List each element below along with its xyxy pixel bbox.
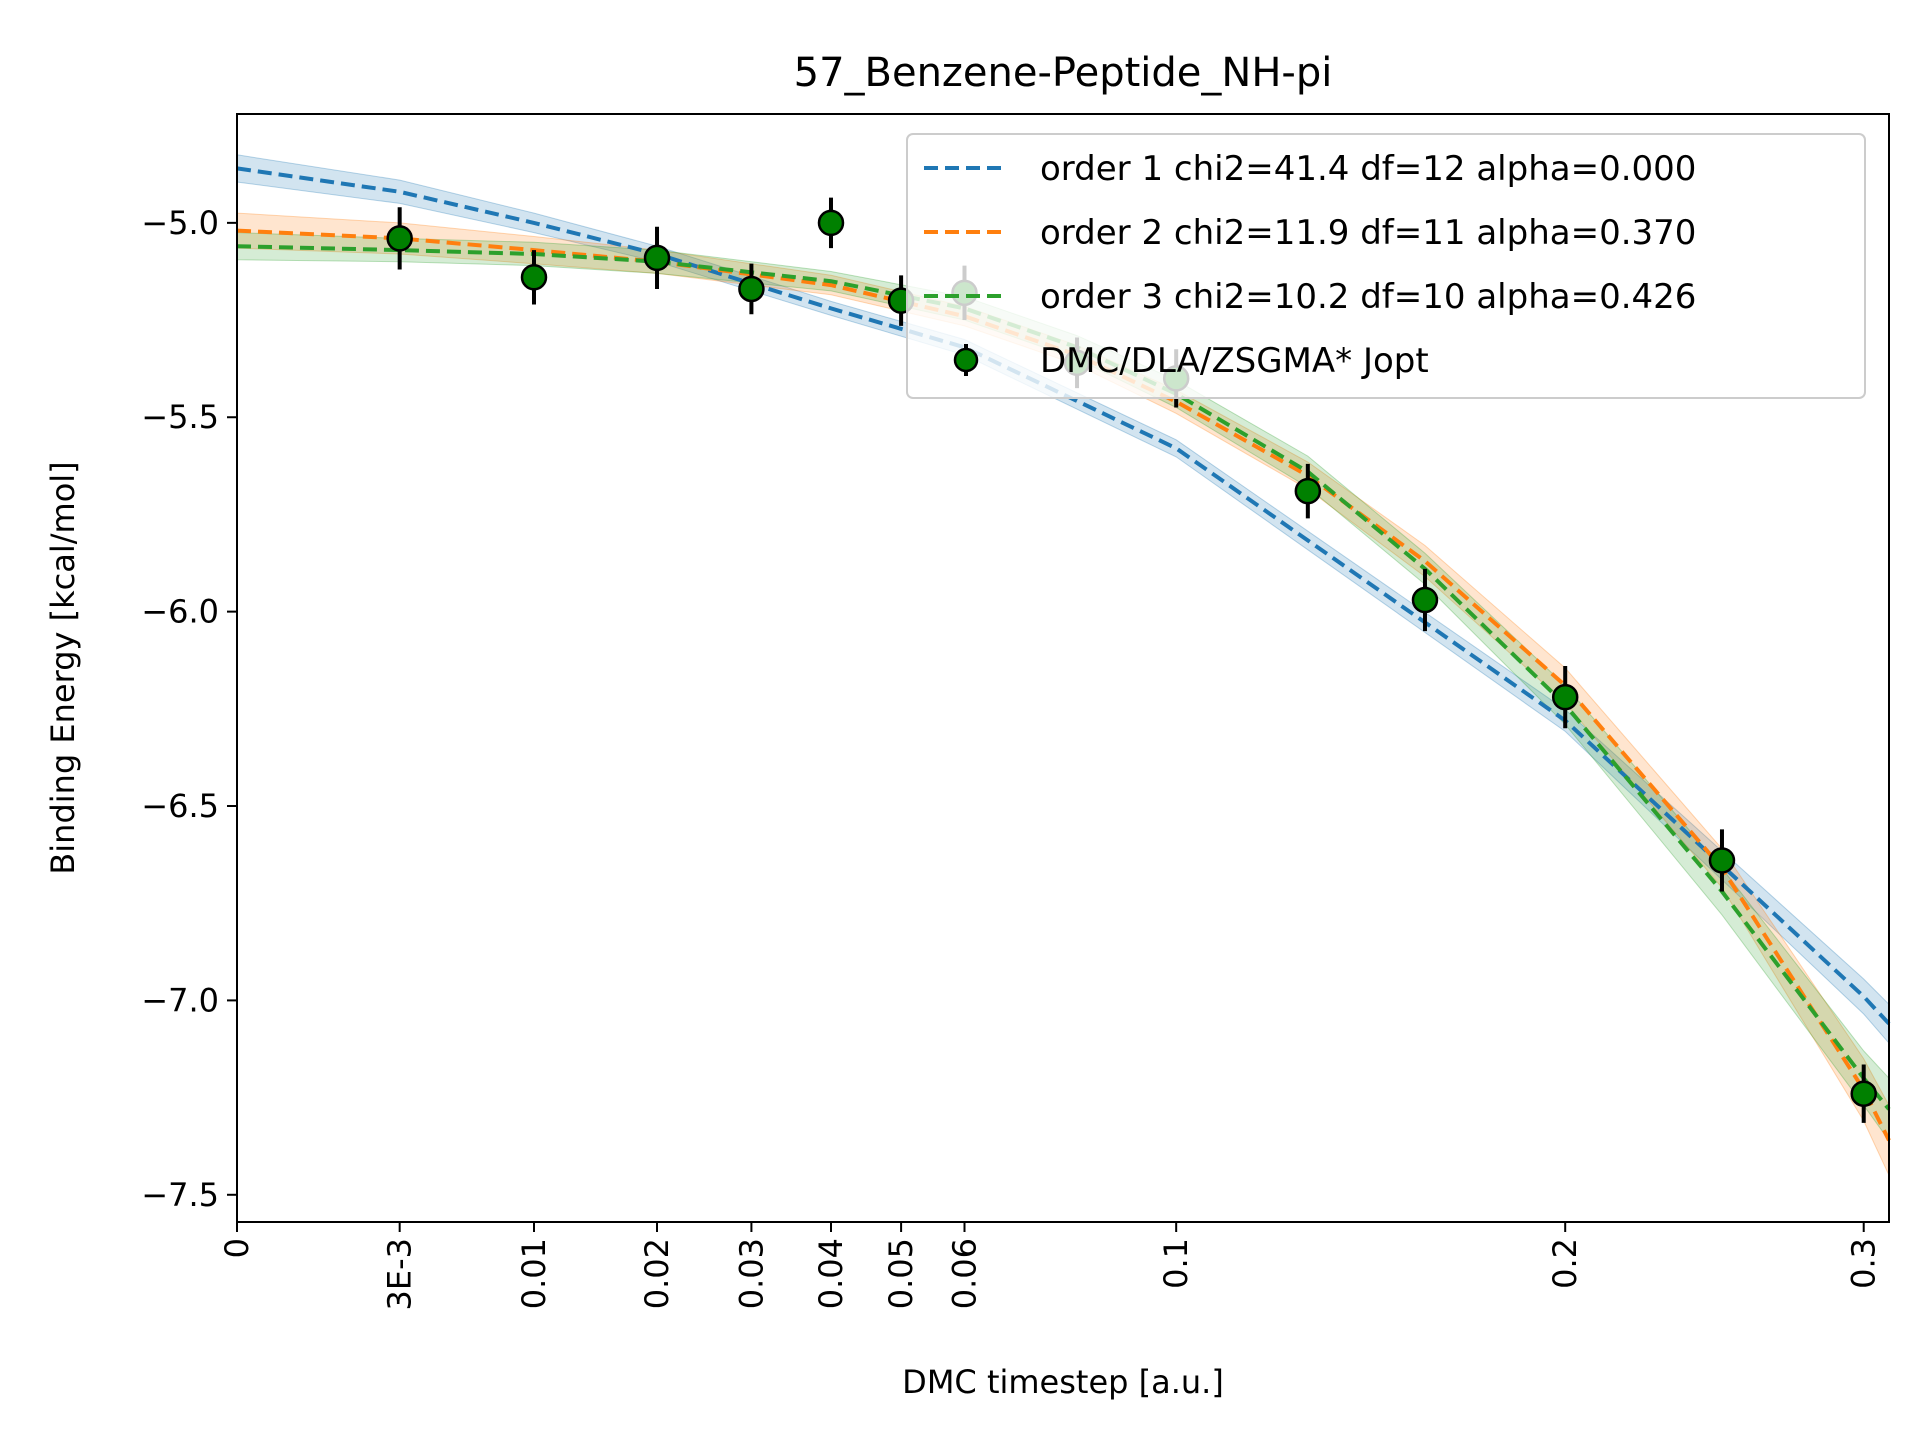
data-point	[1411, 586, 1439, 614]
x-tick-label: 0.02	[638, 1238, 676, 1309]
data-point	[1294, 477, 1322, 505]
x-tick-label: 0.06	[946, 1238, 984, 1309]
x-tick-label: 0.2	[1546, 1238, 1584, 1289]
data-point	[386, 225, 413, 252]
data-point	[520, 264, 548, 291]
legend-label-data: DMC/DLA/ZSGMA* Jopt	[1040, 341, 1429, 381]
data-point	[738, 275, 765, 303]
x-axis-label: DMC timestep [a.u.]	[902, 1363, 1224, 1401]
x-tick-label: 0.05	[882, 1238, 920, 1309]
legend-marker-swatch	[953, 347, 979, 373]
x-tick-label: 3E-3	[381, 1238, 419, 1310]
y-tick-label: −7.5	[141, 1176, 219, 1214]
x-tick-label: 0.1	[1157, 1238, 1195, 1289]
y-tick-label: −5.5	[141, 398, 219, 436]
x-tick-label: 0.3	[1845, 1238, 1883, 1289]
x-tick-label: 0.04	[812, 1238, 850, 1309]
y-tick-label: −6.5	[141, 787, 219, 825]
legend-label-order-1: order 1 chi2=41.4 df=12 alpha=0.000	[1040, 149, 1696, 189]
plot-area-frame	[236, 113, 1890, 1223]
data-point	[1551, 683, 1579, 711]
data-point	[643, 244, 671, 272]
x-axis-ticks: 0 3E-3 0.01 0.02 0.03 0.04 0.05 0.06 0.1 0.2 0.3	[218, 1222, 1883, 1310]
y-tick-label: −5.0	[141, 204, 219, 242]
legend-label-order-3: order 3 chi2=10.2 df=10 alpha=0.426	[1040, 277, 1696, 317]
x-tick-label: 0.03	[732, 1238, 770, 1309]
legend-box	[906, 133, 1866, 399]
data-point	[1850, 1080, 1877, 1107]
data-point	[1708, 847, 1736, 874]
x-tick-label: 0.01	[515, 1238, 553, 1309]
y-tick-label: −7.0	[141, 981, 219, 1019]
data-point	[817, 209, 845, 237]
legend-label-order-2: order 2 chi2=11.9 df=11 alpha=0.370	[1040, 213, 1696, 253]
legend: order 1 chi2=41.4 df=12 alpha=0.000 orde…	[906, 133, 1866, 399]
chart-title: 57_Benzene-Peptide_NH-pi	[794, 50, 1333, 96]
y-axis-label: Binding Energy [kcal/mol]	[44, 461, 82, 874]
y-tick-label: −6.0	[141, 593, 219, 631]
y-axis-ticks: −5.0 −5.5 −6.0 −6.5 −7.0 −7.5	[141, 204, 237, 1214]
x-tick-label: 0	[218, 1238, 256, 1258]
